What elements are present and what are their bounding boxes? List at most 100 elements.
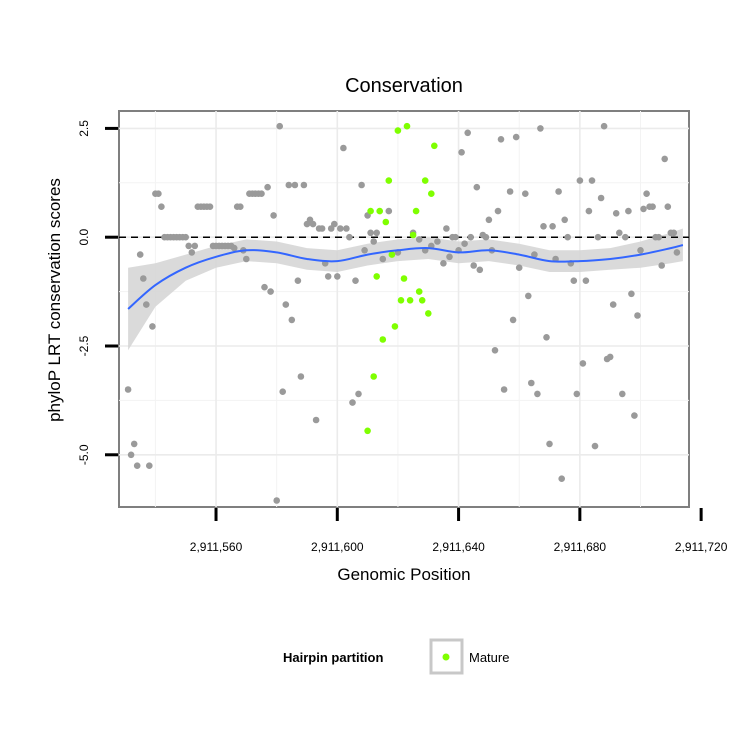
legend-label-mature: Mature [469,650,509,665]
point-72 [343,225,350,232]
point-160 [655,233,662,241]
point-78 [361,247,368,254]
point-98 [461,240,468,247]
point-133 [573,390,581,398]
x-tick-label-3: 2,911,680 [554,540,607,554]
mature-point-3 [373,273,381,280]
point-8 [149,323,156,330]
point-99 [464,129,472,137]
point-156 [643,190,650,197]
point-127 [555,188,562,195]
mature-point-6 [382,218,390,226]
point-106 [485,216,493,224]
point-66 [324,273,332,280]
point-109 [494,207,502,215]
mature-point-8 [388,251,396,258]
point-87 [415,236,423,243]
mature-point-13 [403,122,411,130]
point-124 [546,440,553,448]
mature-point-4 [376,207,384,215]
point-22 [191,242,199,250]
mature-point-1 [367,207,374,215]
point-2 [130,440,138,448]
point-112 [506,188,514,195]
point-7 [146,462,153,470]
point-149 [622,233,629,241]
point-53 [285,181,293,189]
mature-point-20 [425,310,432,317]
point-46 [264,183,271,191]
mature-point-11 [397,297,405,304]
point-161 [658,262,665,269]
mature-point-5 [379,336,387,343]
point-69 [334,273,341,280]
point-57 [297,373,305,380]
point-21 [188,249,196,256]
point-145 [609,301,617,308]
smooth-curve-layer [127,244,684,310]
point-102 [473,183,481,191]
axes: 2,911,560 2,911,600 2,911,640 2,911,680 2,91… [77,120,728,554]
point-118 [528,379,535,387]
point-151 [628,290,635,298]
mature-point-22 [431,142,438,150]
point-155 [640,205,647,213]
point-73 [346,233,353,241]
mature-point-7 [385,177,393,184]
x-axis-title: Genomic Position [337,565,470,584]
confidence-band-layer [128,228,683,351]
point-47 [267,288,274,295]
point-80 [367,229,374,237]
point-5 [140,275,147,282]
point-103 [476,266,484,274]
point-125 [549,223,556,230]
point-158 [649,203,656,210]
point-97 [458,149,465,156]
point-119 [531,251,538,258]
point-116 [522,190,529,197]
point-68 [331,220,338,228]
point-51 [279,388,287,396]
point-146 [612,210,620,217]
point-120 [534,390,541,398]
point-75 [352,277,359,285]
point-93 [446,253,453,261]
point-10 [155,190,162,197]
point-90 [434,238,441,245]
y-axis-title: phyloP LRT conservation scores [45,178,64,422]
point-39 [243,255,250,263]
point-110 [497,136,505,143]
point-91 [440,260,447,267]
point-4 [136,251,144,258]
point-122 [540,223,547,230]
mature-point-21 [428,190,435,197]
mature-point-0 [364,427,371,435]
data-points-layer [124,122,681,504]
point-142 [600,122,608,130]
mature-point-10 [394,127,402,134]
point-11 [158,203,165,210]
point-132 [570,277,578,285]
point-117 [525,292,532,300]
point-71 [340,144,347,152]
y-tick-label-1: 0.0 [77,229,91,246]
point-52 [282,301,290,308]
point-49 [273,497,281,504]
point-35 [230,244,238,252]
point-62 [312,416,320,424]
point-37 [237,203,244,210]
point-84 [385,207,393,215]
point-162 [661,155,668,163]
point-19 [182,233,189,241]
point-113 [509,316,517,324]
point-70 [337,225,344,232]
point-137 [585,207,593,215]
point-128 [558,475,565,483]
point-166 [673,249,681,256]
y-tick-label-2: -2.5 [77,335,91,356]
point-108 [491,347,499,354]
point-74 [349,399,356,406]
point-114 [512,133,520,141]
mature-point-2 [370,373,378,380]
